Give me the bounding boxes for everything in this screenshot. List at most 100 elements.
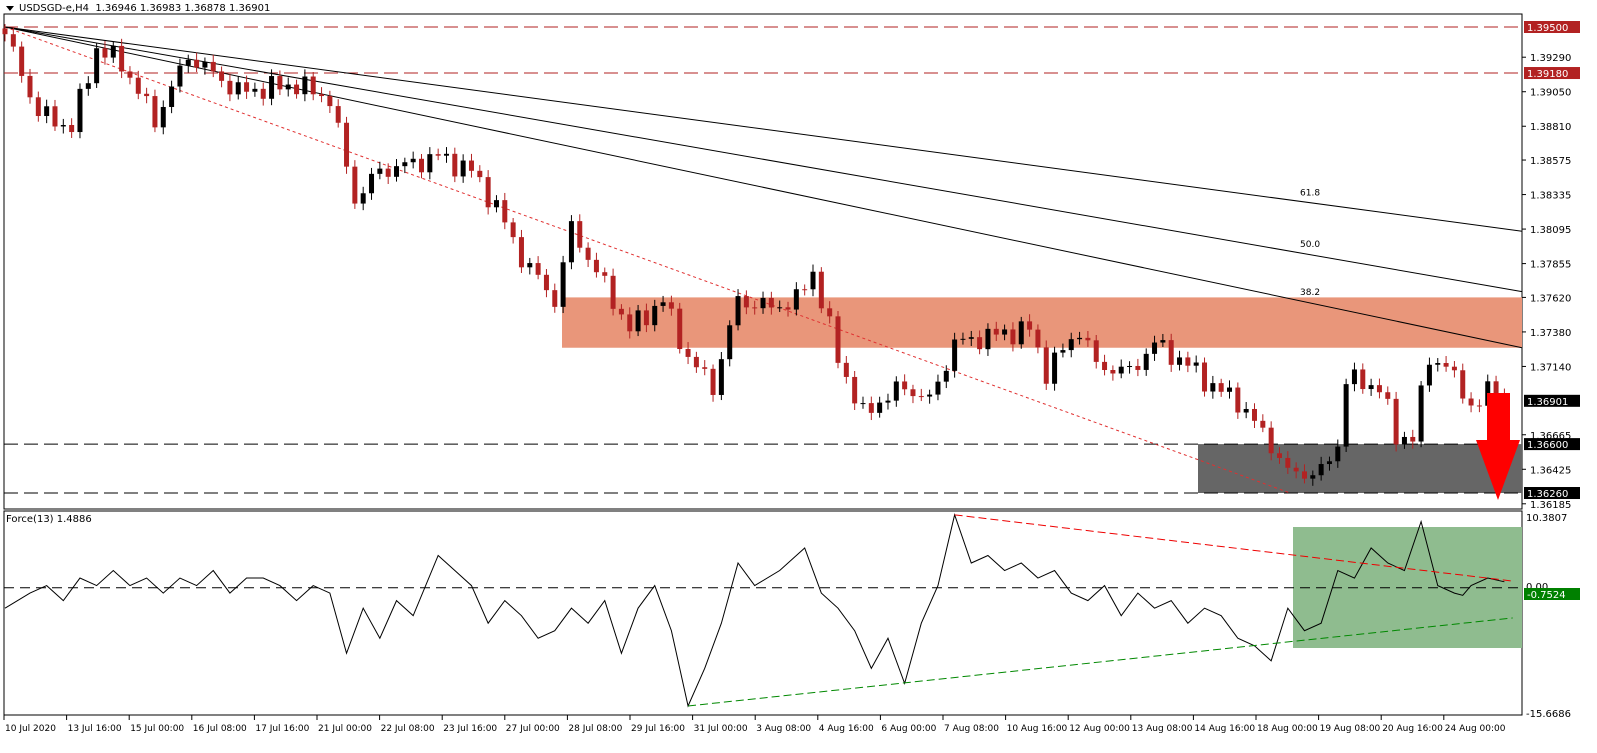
candle-body bbox=[352, 166, 358, 204]
candle-body bbox=[27, 75, 33, 98]
time-tick-label: 16 Jul 08:00 bbox=[193, 724, 247, 734]
candle-body bbox=[252, 88, 258, 92]
price-tick-label: 1.37620 bbox=[1530, 293, 1571, 304]
price-tick-label: 1.37140 bbox=[1530, 362, 1571, 373]
candle-body bbox=[1460, 370, 1466, 399]
down-arrow-icon bbox=[1476, 393, 1520, 500]
level-price-label: 1.39500 bbox=[1527, 23, 1568, 34]
candle-body bbox=[294, 84, 300, 95]
candle-body bbox=[1335, 446, 1341, 462]
time-tick-label: 10 Jul 2020 bbox=[5, 724, 56, 734]
candle-body bbox=[10, 34, 16, 47]
candle-body bbox=[1177, 357, 1183, 365]
candle-body bbox=[1476, 405, 1482, 407]
dropdown-triangle-icon[interactable] bbox=[6, 5, 14, 11]
red-force-trendline bbox=[954, 514, 1513, 582]
candle-body bbox=[410, 158, 416, 163]
candle-body bbox=[1185, 357, 1191, 366]
time-tick-label: 4 Aug 16:00 bbox=[819, 724, 874, 734]
candle-body bbox=[952, 339, 958, 371]
candle-body bbox=[110, 45, 116, 58]
candle-body bbox=[235, 82, 241, 95]
candle-body bbox=[219, 71, 225, 81]
candle-body bbox=[135, 77, 141, 94]
candle-body bbox=[1235, 387, 1241, 413]
candle-body bbox=[477, 170, 483, 178]
candle-body bbox=[843, 362, 849, 377]
candle-body bbox=[127, 71, 133, 78]
candle-body bbox=[810, 271, 816, 290]
candle-body bbox=[160, 106, 166, 128]
time-tick-label: 13 Jul 16:00 bbox=[68, 724, 122, 734]
candle-body bbox=[443, 153, 449, 156]
candle-body bbox=[2, 28, 8, 35]
candle-body bbox=[502, 200, 508, 223]
candle-body bbox=[1227, 387, 1233, 392]
time-tick-label: 24 Aug 00:00 bbox=[1445, 724, 1506, 734]
candle-body bbox=[652, 305, 658, 326]
candle-body bbox=[1360, 369, 1366, 390]
candle-body bbox=[1127, 365, 1133, 367]
resistance-zone bbox=[562, 297, 1522, 348]
force-value-label: -0.7524 bbox=[1527, 590, 1566, 601]
fib-fan-label: 38.2 bbox=[1300, 288, 1320, 298]
candle-body bbox=[985, 328, 991, 350]
candle-body bbox=[968, 337, 974, 339]
candle-body bbox=[35, 97, 41, 117]
price-tick-label: 1.38335 bbox=[1530, 191, 1571, 202]
level-price-tag bbox=[1524, 67, 1580, 80]
candle-body bbox=[452, 153, 458, 177]
candle-body bbox=[1093, 340, 1099, 362]
force-value-tag bbox=[1524, 588, 1580, 600]
candle-body bbox=[269, 76, 275, 99]
level-price-label: 1.36260 bbox=[1527, 489, 1568, 500]
candle-body bbox=[1085, 337, 1091, 341]
time-tick-label: 10 Aug 16:00 bbox=[1007, 724, 1068, 734]
force-tick-label: 10.3807 bbox=[1526, 513, 1567, 524]
candle-body bbox=[835, 316, 841, 363]
candle-body bbox=[377, 168, 383, 174]
candle-body bbox=[1385, 392, 1391, 399]
candle-body bbox=[793, 289, 799, 310]
level-price-tag bbox=[1524, 487, 1580, 500]
candle-body bbox=[194, 59, 200, 68]
fib-fan-label: 50.0 bbox=[1300, 240, 1320, 250]
candle-body bbox=[560, 262, 566, 307]
time-tick-label: 20 Aug 16:00 bbox=[1382, 724, 1443, 734]
candle-body bbox=[893, 381, 899, 401]
candle-body bbox=[202, 61, 208, 68]
candle-body bbox=[1310, 475, 1316, 479]
price-tick-label: 1.38810 bbox=[1530, 122, 1571, 133]
candle-body bbox=[419, 158, 424, 173]
candle-body bbox=[1318, 464, 1324, 476]
candle-body bbox=[227, 80, 233, 95]
level-price-label: 1.39180 bbox=[1527, 69, 1568, 80]
candle-body bbox=[877, 402, 883, 413]
candle-body bbox=[1435, 363, 1441, 365]
candle-body bbox=[710, 368, 716, 395]
fib-fan-line bbox=[4, 26, 1523, 232]
candle-body bbox=[735, 296, 741, 326]
time-tick-label: 31 Jul 00:00 bbox=[694, 724, 748, 734]
support-zone bbox=[1198, 444, 1522, 494]
force-tick-label: 0.00 bbox=[1526, 582, 1548, 593]
force-zone bbox=[1293, 527, 1522, 648]
candle-body bbox=[660, 302, 666, 306]
force-tick-label: -15.6686 bbox=[1526, 709, 1571, 720]
candle-body bbox=[1268, 427, 1274, 454]
candle-body bbox=[52, 106, 58, 127]
candle-body bbox=[1252, 408, 1257, 421]
candle-body bbox=[818, 271, 824, 309]
candle-body bbox=[552, 290, 558, 307]
candle-body bbox=[1218, 383, 1224, 392]
candle-body bbox=[1152, 342, 1158, 354]
candle-body bbox=[702, 367, 708, 369]
candle-body bbox=[1102, 361, 1108, 371]
candle-body bbox=[277, 76, 283, 90]
level-price-label: 1.36600 bbox=[1527, 440, 1568, 451]
candle-body bbox=[435, 154, 441, 156]
candle-body bbox=[310, 76, 316, 95]
candle-body bbox=[1068, 339, 1074, 351]
candle-body bbox=[468, 160, 474, 171]
candle-body bbox=[577, 221, 583, 248]
